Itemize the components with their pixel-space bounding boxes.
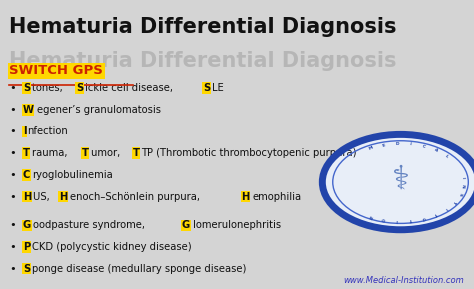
- Text: •: •: [9, 148, 16, 158]
- Text: •: •: [9, 264, 16, 274]
- Text: H: H: [241, 192, 250, 201]
- Text: •: •: [9, 105, 16, 115]
- Text: •: •: [9, 192, 16, 201]
- Text: ickle cell disease,: ickle cell disease,: [85, 83, 176, 93]
- Text: CKD (polycystic kidney disease): CKD (polycystic kidney disease): [32, 242, 191, 252]
- Text: T: T: [132, 148, 139, 158]
- Text: I: I: [461, 177, 465, 179]
- Text: W: W: [23, 105, 34, 115]
- Text: C: C: [23, 170, 30, 180]
- Text: H: H: [23, 192, 31, 201]
- Text: LE: LE: [212, 83, 224, 93]
- Text: TP (Thrombotic thrombocytopenic purpura): TP (Thrombotic thrombocytopenic purpura): [141, 148, 357, 158]
- Text: S: S: [23, 264, 30, 274]
- Text: •: •: [9, 221, 16, 230]
- Text: N: N: [461, 184, 465, 188]
- Text: lomerulonephritis: lomerulonephritis: [192, 221, 281, 230]
- Text: S: S: [76, 83, 83, 93]
- Text: egener’s granulomatosis: egener’s granulomatosis: [37, 105, 161, 115]
- Text: T: T: [433, 211, 438, 216]
- Text: emophilia: emophilia: [252, 192, 301, 201]
- Text: tones,: tones,: [32, 83, 66, 93]
- Text: ryoglobulinemia: ryoglobulinemia: [32, 170, 113, 180]
- Text: T: T: [23, 148, 30, 158]
- Text: L: L: [444, 153, 448, 158]
- Text: T: T: [452, 199, 456, 204]
- Text: N: N: [369, 213, 374, 218]
- Text: oodpasture syndrome,: oodpasture syndrome,: [33, 221, 148, 230]
- Text: www.Medical-Institution.com: www.Medical-Institution.com: [344, 276, 465, 285]
- Text: C: C: [421, 144, 426, 149]
- Text: Hematuria Differential Diagnosis: Hematuria Differential Diagnosis: [9, 17, 397, 37]
- Text: P: P: [23, 242, 30, 252]
- Text: I: I: [410, 142, 412, 147]
- Text: ponge disease (medullary sponge disease): ponge disease (medullary sponge disease): [32, 264, 246, 274]
- Text: ⚕: ⚕: [392, 163, 410, 196]
- Text: •: •: [9, 83, 16, 93]
- Text: T: T: [409, 218, 412, 222]
- Text: I: I: [23, 127, 27, 136]
- Text: US,: US,: [33, 192, 53, 201]
- Text: U: U: [421, 215, 426, 220]
- Text: T: T: [82, 148, 89, 158]
- Text: rauma,: rauma,: [32, 148, 71, 158]
- Text: S: S: [457, 192, 462, 197]
- Text: G: G: [23, 221, 31, 230]
- Text: O: O: [382, 216, 386, 221]
- Text: H: H: [59, 192, 67, 201]
- Text: SWITCH GPS: SWITCH GPS: [9, 64, 103, 77]
- Text: M: M: [368, 146, 374, 151]
- Text: •: •: [9, 170, 16, 180]
- Text: umor,: umor,: [91, 148, 123, 158]
- Circle shape: [322, 134, 474, 230]
- Text: enoch–Schönlein purpura,: enoch–Schönlein purpura,: [70, 192, 203, 201]
- Text: •: •: [9, 242, 16, 252]
- Text: •: •: [9, 127, 16, 136]
- Text: nfection: nfection: [27, 127, 68, 136]
- Text: Hematuria Differential Diagnosis: Hematuria Differential Diagnosis: [9, 51, 397, 71]
- Text: I: I: [396, 218, 398, 222]
- Text: S: S: [23, 83, 30, 93]
- Text: S: S: [203, 83, 210, 93]
- Text: D: D: [395, 142, 399, 146]
- Text: A: A: [433, 148, 438, 153]
- Text: G: G: [182, 221, 190, 230]
- Text: I: I: [444, 206, 448, 210]
- Text: E: E: [382, 143, 386, 148]
